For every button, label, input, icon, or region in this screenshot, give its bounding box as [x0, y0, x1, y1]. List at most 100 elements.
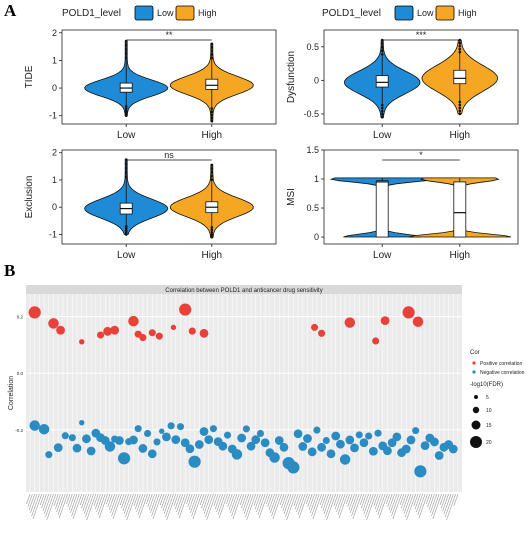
x-tick-label — [28, 493, 35, 511]
outlier-point — [380, 103, 384, 107]
negative-point — [350, 443, 359, 453]
x-tick-label — [333, 493, 339, 507]
x-tick-label — [133, 493, 139, 507]
legend-size-20 — [470, 436, 482, 448]
x-tick-label — [286, 493, 297, 521]
outlier-point — [210, 53, 214, 56]
x-tick-label — [110, 493, 118, 514]
x-tick-label — [283, 493, 292, 515]
x-tick-label — [93, 493, 99, 507]
negative-point — [345, 435, 355, 445]
negative-point — [293, 429, 303, 439]
box-low — [375, 75, 389, 88]
box-low — [375, 180, 389, 238]
legend-size-15 — [471, 420, 481, 430]
x-tick-label — [56, 493, 64, 513]
plot-frame — [61, 149, 277, 245]
y-tick-label: 0.5 — [306, 42, 319, 52]
negative-point — [158, 428, 165, 434]
negative-point — [434, 451, 444, 460]
x-tick-label — [217, 493, 226, 516]
x-tick-label — [306, 493, 311, 505]
x-tick-label — [267, 493, 273, 508]
x-tick-label: Low — [373, 130, 392, 141]
x-tick-label — [30, 493, 38, 514]
x-tick-label — [293, 493, 299, 507]
legend-high-swatch — [435, 5, 455, 21]
negative-point — [392, 432, 402, 442]
outlier-point — [210, 42, 214, 46]
y-tick-label: 0 — [314, 75, 319, 85]
x-tick-label — [387, 493, 393, 508]
x-tick-label — [186, 493, 191, 505]
x-tick-label — [57, 493, 66, 516]
x-tick-label — [231, 493, 240, 517]
x-tick-label — [187, 493, 193, 508]
negative-point — [260, 438, 270, 448]
x-tick-label — [228, 493, 235, 511]
outlier-point — [210, 228, 214, 232]
outlier-point — [210, 230, 214, 234]
negative-point — [194, 440, 204, 449]
x-tick-label — [68, 493, 75, 511]
y-tick-label: -1 — [49, 111, 57, 121]
x-tick-label — [258, 493, 268, 519]
negative-point — [218, 441, 228, 451]
positive-point — [48, 318, 59, 329]
negative-point — [430, 437, 439, 447]
x-tick-label — [346, 493, 351, 505]
outlier-point — [124, 231, 128, 234]
x-tick-label — [349, 493, 358, 514]
x-tick-label — [192, 493, 202, 520]
x-tick-label — [199, 493, 205, 506]
x-tick-label — [271, 493, 280, 517]
outlier-point — [124, 56, 128, 60]
outlier-point — [124, 158, 128, 161]
x-tick-label — [85, 493, 94, 518]
outlier-point — [210, 119, 214, 123]
outlier-point — [458, 106, 462, 110]
negative-point — [167, 422, 175, 430]
x-tick-label — [444, 493, 454, 518]
y-axis-label: Exclusion — [24, 176, 35, 219]
x-tick-label — [365, 493, 374, 518]
legend-title: POLD1_level — [322, 8, 381, 19]
negative-point — [29, 420, 40, 431]
outlier-point — [124, 166, 128, 170]
negative-point — [153, 438, 161, 446]
y-tick-label: 1 — [52, 55, 57, 65]
x-tick-label — [86, 493, 97, 521]
outlier-point — [458, 112, 462, 116]
x-tick-label — [174, 493, 181, 510]
legend-pos-dot — [472, 361, 476, 365]
positive-point — [199, 328, 209, 338]
x-tick-label — [297, 493, 306, 516]
positive-point — [155, 332, 163, 340]
negative-point — [171, 435, 181, 445]
legend-size-5-label: 5 — [486, 395, 489, 401]
plot-frame — [323, 149, 519, 245]
outlier-point — [380, 106, 384, 110]
x-tick-label — [72, 493, 83, 520]
x-tick-label — [281, 493, 287, 509]
x-tick-label — [266, 493, 271, 505]
x-tick-label — [58, 493, 68, 519]
x-tick-label — [81, 493, 87, 509]
x-tick-label — [272, 493, 282, 520]
negative-point — [45, 451, 53, 459]
legend-size-10-label: 10 — [486, 408, 492, 414]
x-tick-label — [348, 493, 355, 511]
negative-point — [374, 429, 382, 437]
title-strip — [26, 285, 462, 294]
x-tick-label — [32, 493, 43, 520]
x-tick-label — [326, 493, 336, 521]
x-tick-label — [453, 493, 459, 507]
legend-low-swatch — [394, 5, 414, 21]
x-tick-label — [83, 493, 92, 515]
x-tick-label — [177, 493, 186, 516]
positive-point — [412, 316, 424, 327]
x-tick-label — [388, 493, 395, 511]
x-tick-label — [323, 493, 332, 515]
y-tick-label: -0.5 — [303, 109, 319, 119]
legend-low-label: Low — [417, 8, 434, 18]
